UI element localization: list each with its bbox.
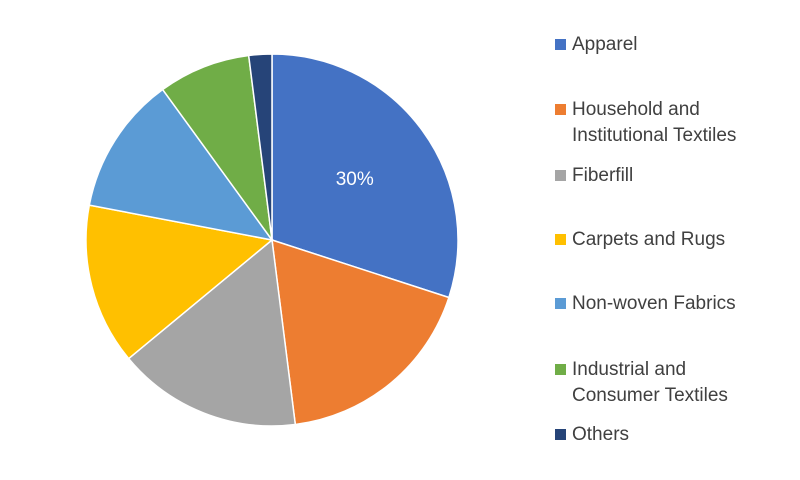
legend-item: Others: [555, 422, 629, 448]
legend-label: Household and Institutional Textiles: [572, 99, 737, 146]
pie-slice: [127, 238, 297, 427]
pie-slice: [161, 54, 273, 241]
legend-item: Industrial and Consumer Textiles: [555, 357, 728, 409]
legend-item: Fiberfill: [555, 163, 633, 189]
pie-slice: [88, 88, 274, 242]
legend-swatch: [555, 429, 566, 440]
legend-item: Apparel: [555, 32, 638, 58]
legend-label: Fiberfill: [572, 165, 634, 186]
legend-swatch: [555, 364, 566, 375]
legend-label: Non-woven Fabrics: [572, 293, 736, 314]
legend-swatch: [555, 234, 566, 245]
legend-item: Non-woven Fabrics: [555, 291, 736, 317]
legend-item: Household and Institutional Textiles: [555, 97, 736, 149]
legend-swatch: [555, 298, 566, 309]
pie-slice: [271, 238, 450, 426]
legend-item: Carpets and Rugs: [555, 227, 725, 253]
legend-swatch: [555, 104, 566, 115]
legend-label: Industrial and Consumer Textiles: [572, 359, 728, 406]
legend-label: Apparel: [572, 34, 638, 55]
pie-slice: [271, 53, 459, 299]
pie-slice: [85, 204, 274, 360]
legend-label: Carpets and Rugs: [572, 229, 726, 250]
legend-swatch: [555, 170, 566, 181]
legend-label: Others: [572, 424, 630, 445]
legend-swatch: [555, 39, 566, 50]
data-label: 30%: [336, 169, 374, 190]
pie-slice: [247, 53, 273, 241]
